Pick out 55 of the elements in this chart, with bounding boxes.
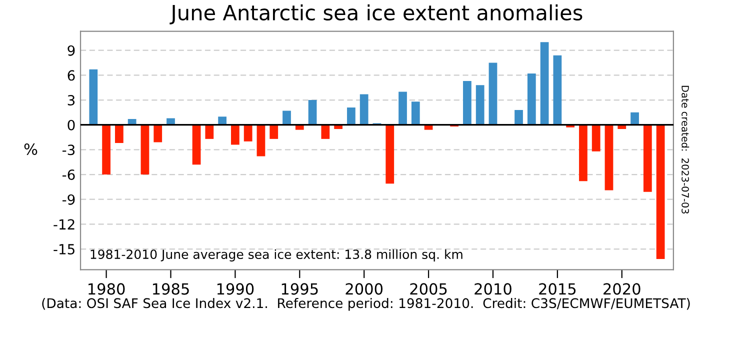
bar bbox=[604, 124, 614, 190]
bar bbox=[411, 102, 420, 125]
x-tick-label: 1995 bbox=[282, 283, 318, 295]
y-tick-label: -3 bbox=[62, 144, 75, 156]
bar bbox=[579, 124, 588, 182]
y-axis-title: % bbox=[24, 143, 38, 155]
bar bbox=[347, 107, 356, 125]
bar bbox=[308, 100, 317, 125]
bar bbox=[321, 124, 330, 139]
bar bbox=[553, 55, 562, 125]
bar bbox=[514, 110, 523, 125]
bar bbox=[463, 80, 472, 125]
bar bbox=[192, 124, 201, 165]
annotation: 1981-2010 June average sea ice extent: 13.8 million sq. km bbox=[90, 249, 462, 262]
bar bbox=[540, 42, 549, 125]
bar bbox=[270, 124, 278, 139]
y-tick-label: -15 bbox=[54, 244, 74, 254]
x-tick-label: 1990 bbox=[217, 283, 254, 295]
x-tick-label: 2015 bbox=[539, 283, 576, 295]
bar bbox=[592, 124, 600, 152]
x-tick-label: 2005 bbox=[410, 283, 447, 295]
bar bbox=[398, 92, 407, 125]
bar bbox=[140, 124, 150, 175]
x-tick-label: 1985 bbox=[152, 283, 189, 295]
x-tick-label: 2010 bbox=[474, 283, 512, 295]
bar bbox=[115, 124, 124, 144]
bar bbox=[244, 124, 252, 142]
x-tick-label: 1980 bbox=[88, 283, 125, 295]
bar bbox=[386, 124, 394, 184]
bar bbox=[360, 94, 368, 125]
bar bbox=[256, 124, 266, 156]
bar bbox=[102, 124, 110, 175]
y-tick-label: -9 bbox=[62, 194, 75, 205]
bar bbox=[630, 112, 639, 125]
chart-title: June Antarctic sea ice extent anomalies bbox=[170, 4, 582, 24]
text: (Data: OSI SAF Sea Ice Index v2.1. Reference period: 1981-2010. Credit: C3S/ECMWF/EUMETSAT) bbox=[42, 298, 690, 311]
bar bbox=[656, 124, 665, 259]
bar bbox=[643, 124, 652, 192]
y-tick-label: -6 bbox=[62, 169, 75, 180]
y-tick-label: 6 bbox=[68, 70, 75, 81]
bar bbox=[527, 74, 536, 125]
y-tick-label: -12 bbox=[54, 219, 74, 230]
text: Date created: 2023-07-03 bbox=[682, 86, 690, 214]
bar bbox=[282, 110, 291, 125]
bar bbox=[205, 124, 214, 139]
y-tick-label: 0 bbox=[68, 120, 75, 130]
y-tick-label: 9 bbox=[68, 45, 75, 56]
bar bbox=[476, 85, 484, 125]
bar bbox=[231, 124, 240, 145]
x-tick-label: 2020 bbox=[604, 283, 640, 295]
x-tick-label: 2000 bbox=[346, 283, 383, 295]
y-tick-label: 3 bbox=[68, 94, 75, 106]
bar bbox=[488, 62, 498, 125]
bar bbox=[154, 124, 162, 142]
bar bbox=[89, 69, 98, 125]
